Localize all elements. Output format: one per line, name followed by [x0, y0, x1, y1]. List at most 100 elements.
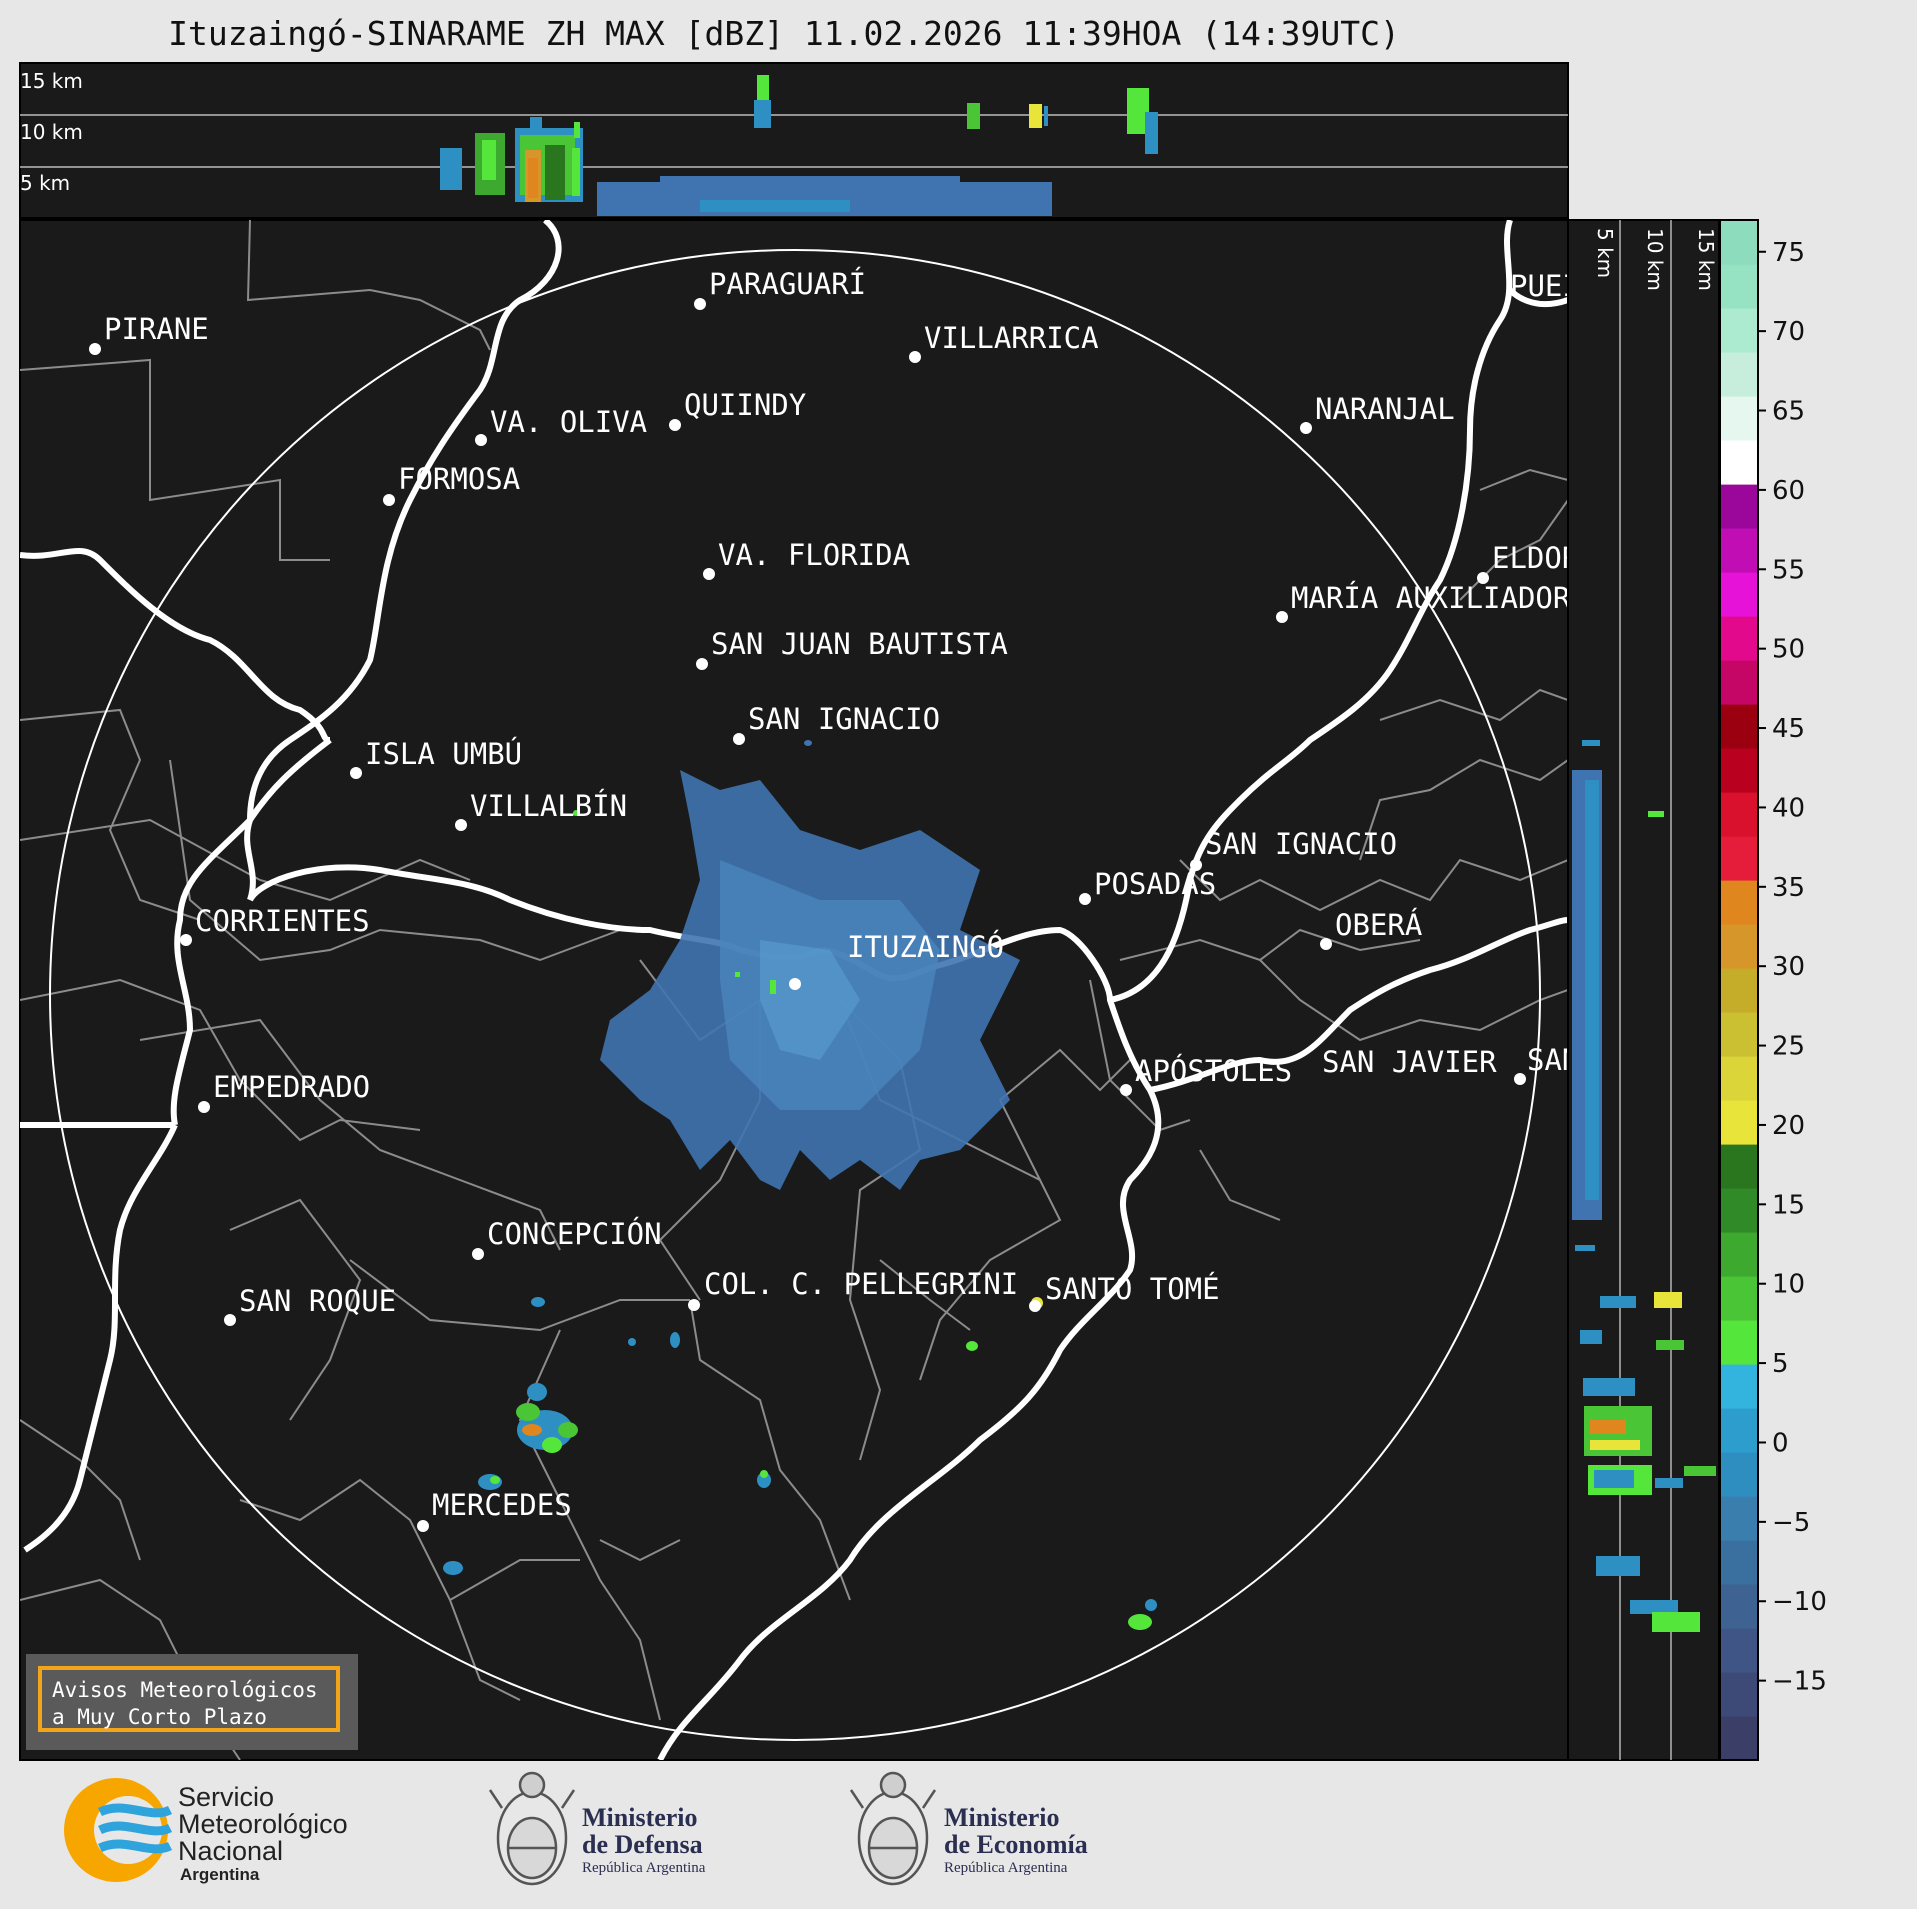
colorbar-swatch: [1720, 1408, 1758, 1453]
city-label-formosa: FORMOSA: [398, 462, 520, 496]
smn-logo-text: Servicio Meteorológico Nacional: [178, 1784, 348, 1865]
colorbar-tick-label: 60: [1772, 476, 1805, 506]
smn-line4: Argentina: [180, 1865, 260, 1884]
city-label-eldor: ELDOR: [1492, 541, 1580, 575]
colorbar-tick-label: 20: [1772, 1111, 1805, 1141]
radar-echoes: [443, 740, 1157, 1630]
side-panel-echoes: [1572, 740, 1716, 1632]
colorbar-swatch: [1720, 528, 1758, 573]
top-cross-section-panel: 15 km 10 km 5 km: [19, 62, 1569, 219]
warning-box-line1: Avisos Meteorológicos: [52, 1678, 318, 1702]
colorbar-tick-label: 25: [1772, 1032, 1805, 1062]
city-label-san-ignacio-py: SAN IGNACIO: [748, 702, 940, 736]
top-panel-echoes: [440, 75, 1158, 216]
colorbar-swatch: [1720, 1012, 1758, 1057]
economia-coat-of-arms-icon: [849, 1771, 937, 1886]
colorbar-swatch: [1720, 308, 1758, 353]
economia-line3: República Argentina: [944, 1860, 1068, 1876]
colorbar-tick-label: 0: [1772, 1428, 1789, 1458]
colorbar-swatch: [1720, 1188, 1758, 1233]
colorbar-tick-label: 30: [1772, 952, 1805, 982]
economia-logo-text: Ministerio de Economía República Argenti…: [944, 1804, 1088, 1878]
radar-map-panel: PARAGUARÍ VILLARRICA PIRANE QUIINDY VA. …: [19, 219, 1580, 1761]
defensa-logo-text: Ministerio de Defensa República Argentin…: [582, 1804, 705, 1878]
city-markers: [89, 298, 1526, 1532]
defensa-line3: República Argentina: [582, 1860, 706, 1876]
city-label-posadas: POSADAS: [1094, 867, 1216, 901]
colorbar-swatch: [1720, 748, 1758, 793]
colorbar-swatch: [1720, 440, 1758, 485]
side-panel-label-5km: 5 km: [1593, 228, 1617, 278]
colorbar-swatch: [1720, 1452, 1758, 1497]
city-label-villalbin: VILLALBÍN: [470, 789, 627, 823]
colorbar-swatch: [1720, 792, 1758, 837]
warning-box[interactable]: Avisos Meteorológicos a Muy Corto Plazo: [26, 1654, 358, 1750]
city-label-ituzaingo: ITUZAINGÓ: [847, 930, 1004, 964]
colorbar-swatch: [1720, 1496, 1758, 1541]
colorbar-swatch: [1720, 484, 1758, 529]
colorbar-swatch: [1720, 836, 1758, 881]
colorbar-swatch: [1720, 352, 1758, 397]
colorbar-swatch: [1720, 880, 1758, 925]
top-panel-label-15km: 15 km: [20, 69, 83, 93]
city-labels: PARAGUARÍ VILLARRICA PIRANE QUIINDY VA. …: [104, 267, 1580, 1522]
city-label-pirane: PIRANE: [104, 312, 209, 346]
defensa-line1: Ministerio: [582, 1803, 698, 1832]
city-label-san-roque: SAN ROQUE: [239, 1284, 396, 1318]
colorbar-swatch: [1720, 1232, 1758, 1277]
defensa-coat-of-arms-icon: [488, 1771, 576, 1886]
colorbar-swatch: [1720, 220, 1758, 265]
colorbar-swatch: [1720, 1716, 1758, 1761]
colorbar-tick-label: 15: [1772, 1190, 1805, 1220]
colorbar-swatch: [1720, 1584, 1758, 1629]
colorbar-swatch: [1720, 1056, 1758, 1101]
defensa-line2: de Defensa: [582, 1830, 703, 1859]
range-ring: [49, 249, 1541, 1741]
city-label-san-javier: SAN JAVIER: [1322, 1045, 1497, 1079]
colorbar-swatch: [1720, 1144, 1758, 1189]
colorbar-tick-label: 35: [1772, 873, 1805, 903]
city-label-paraguari: PARAGUARÍ: [709, 267, 866, 301]
smn-line3: Nacional: [178, 1836, 284, 1866]
colorbar-swatch: [1720, 924, 1758, 969]
top-panel-label-10km: 10 km: [20, 120, 83, 144]
colorbar-tick-label: 50: [1772, 635, 1805, 665]
city-label-isla-umbu: ISLA UMBÚ: [365, 737, 522, 771]
city-label-san-ignacio-ar: SAN IGNACIO: [1205, 827, 1397, 861]
colorbar-tick-label: −10: [1772, 1587, 1827, 1617]
side-panel-label-15km: 15 km: [1694, 228, 1718, 291]
colorbar-swatch: [1720, 968, 1758, 1013]
city-label-empedrado: EMPEDRADO: [213, 1070, 370, 1104]
colorbar-tick-label: 55: [1772, 555, 1805, 585]
colorbar-swatch: [1720, 396, 1758, 441]
economia-line1: Ministerio: [944, 1803, 1060, 1832]
smn-line2: Meteorológico: [178, 1809, 348, 1839]
warning-box-line2: a Muy Corto Plazo: [52, 1705, 267, 1729]
colorbar-swatch: [1720, 572, 1758, 617]
side-cross-section-panel: 5 km 10 km 15 km: [1567, 219, 1720, 1761]
colorbar-swatch: [1720, 264, 1758, 309]
smn-line1: Servicio: [178, 1782, 275, 1812]
city-label-concepcion: CONCEPCIÓN: [487, 1217, 662, 1251]
side-panel-label-10km: 10 km: [1643, 228, 1667, 291]
city-label-puei: PUEI: [1510, 269, 1580, 303]
colorbar-tick-label: 5: [1772, 1349, 1789, 1379]
top-panel-label-5km: 5 km: [20, 171, 70, 195]
colorbar-tick-label: −15: [1772, 1667, 1827, 1697]
economia-line2: de Economía: [944, 1830, 1088, 1859]
city-label-mercedes: MERCEDES: [432, 1488, 572, 1522]
city-label-maria-auxiliador: MARÍA AUXILIADOR: [1291, 581, 1571, 615]
colorbar-tick-label: 40: [1772, 793, 1805, 823]
city-label-san: SAN: [1527, 1043, 1579, 1077]
city-label-corrientes: CORRIENTES: [195, 904, 370, 938]
colorbar-tick-label: 70: [1772, 317, 1805, 347]
smn-logo: [64, 1778, 173, 1882]
colorbar-swatch: [1720, 1100, 1758, 1145]
city-label-naranjal: NARANJAL: [1315, 392, 1455, 426]
city-label-villarrica: VILLARRICA: [924, 321, 1099, 355]
colorbar-tick-label: 10: [1772, 1270, 1805, 1300]
colorbar-swatch: [1720, 1320, 1758, 1365]
